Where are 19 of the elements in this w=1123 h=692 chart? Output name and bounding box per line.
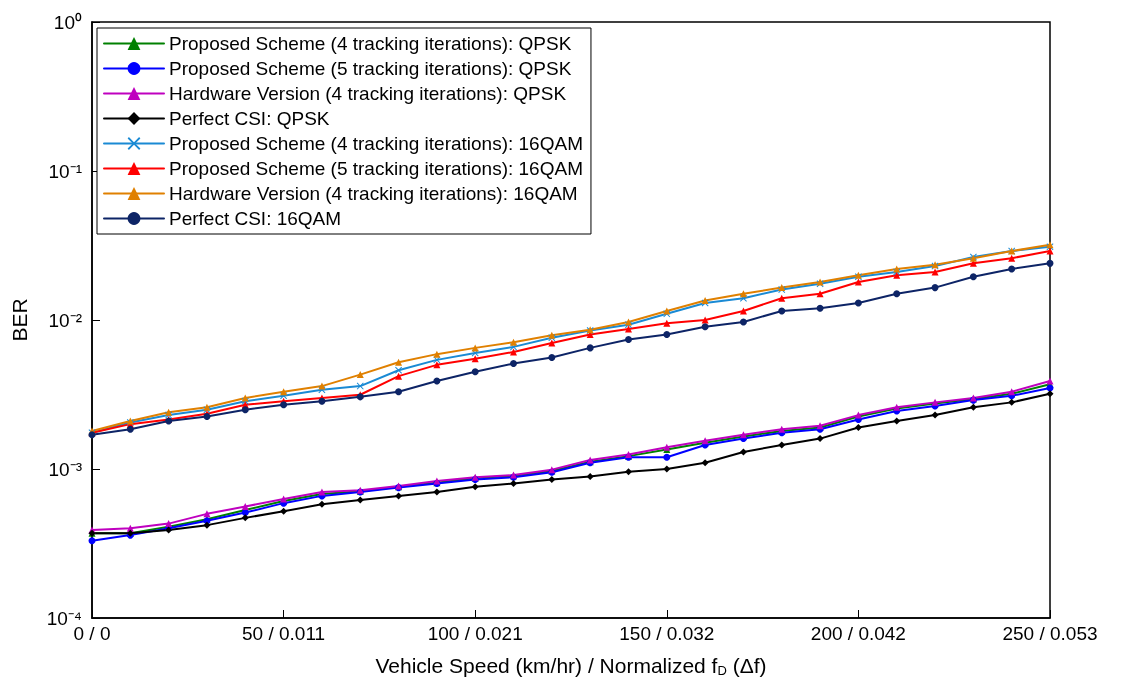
y-tick-label: 10⁰ — [53, 11, 82, 33]
x-tick-label: 0 / 0 — [73, 623, 111, 644]
y-tick-label: 10⁻³ — [48, 458, 82, 480]
y-tick-label: 10⁻² — [48, 309, 82, 331]
x-tick-label: 200 / 0.042 — [810, 623, 906, 644]
x-tick-label: 50 / 0.011 — [242, 623, 326, 644]
legend-label: Hardware Version (4 tracking iterations): QPSK — [169, 83, 567, 104]
legend-label: Perfect CSI: 16QAM — [169, 208, 342, 229]
y-tick-label: 10⁻¹ — [48, 160, 82, 182]
x-tick-label: 250 / 0.053 — [1002, 623, 1098, 644]
legend-label: Proposed Scheme (4 tracking iterations): QPSK — [169, 33, 572, 54]
legend-label: Perfect CSI: QPSK — [169, 108, 330, 129]
x-tick-label: 100 / 0.021 — [427, 623, 523, 644]
legend-label: Proposed Scheme (4 tracking iterations): 16QAM — [169, 133, 583, 154]
legend-label: Proposed Scheme (5 tracking iterations): 16QAM — [169, 158, 583, 179]
legend-label: Hardware Version (4 tracking iterations): 16QAM — [169, 183, 578, 204]
y-axis-title: BER — [8, 298, 31, 342]
x-tick-label: 150 / 0.032 — [619, 623, 715, 644]
legend-label: Proposed Scheme (5 tracking iterations): QPSK — [169, 58, 572, 79]
